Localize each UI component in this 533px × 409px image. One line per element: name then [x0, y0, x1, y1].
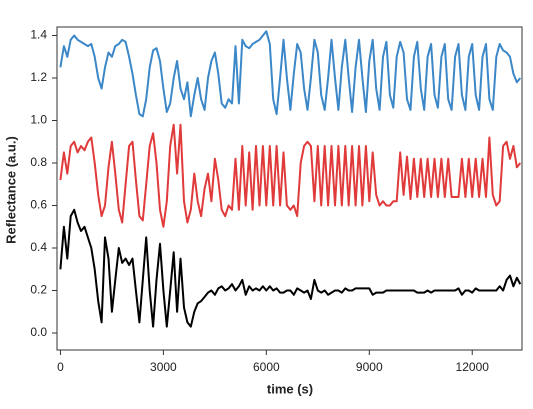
y-tick-label: 0.8: [30, 155, 47, 169]
y-tick-label: 0.6: [30, 198, 47, 212]
series-line: [59, 123, 522, 228]
x-tick-label: 3000: [150, 360, 177, 374]
series-line: [59, 30, 522, 118]
y-tick-label: 1.0: [30, 113, 47, 127]
y-tick-label: 0.0: [30, 325, 47, 339]
y-tick-label: 0.4: [30, 240, 47, 254]
x-axis-title: time (s): [267, 381, 313, 396]
x-tick-label: 6000: [253, 360, 280, 374]
x-tick-label: 0: [57, 360, 64, 374]
x-tick-label: 12000: [456, 360, 490, 374]
x-tick-label: 9000: [356, 360, 383, 374]
y-tick-label: 1.2: [30, 70, 47, 84]
plot-frame: [56, 26, 523, 351]
y-tick-label: 0.2: [30, 283, 47, 297]
y-axis-title: Reflectance (a.u.): [3, 136, 18, 244]
series-line: [59, 208, 522, 328]
y-tick-label: 1.4: [30, 28, 47, 42]
